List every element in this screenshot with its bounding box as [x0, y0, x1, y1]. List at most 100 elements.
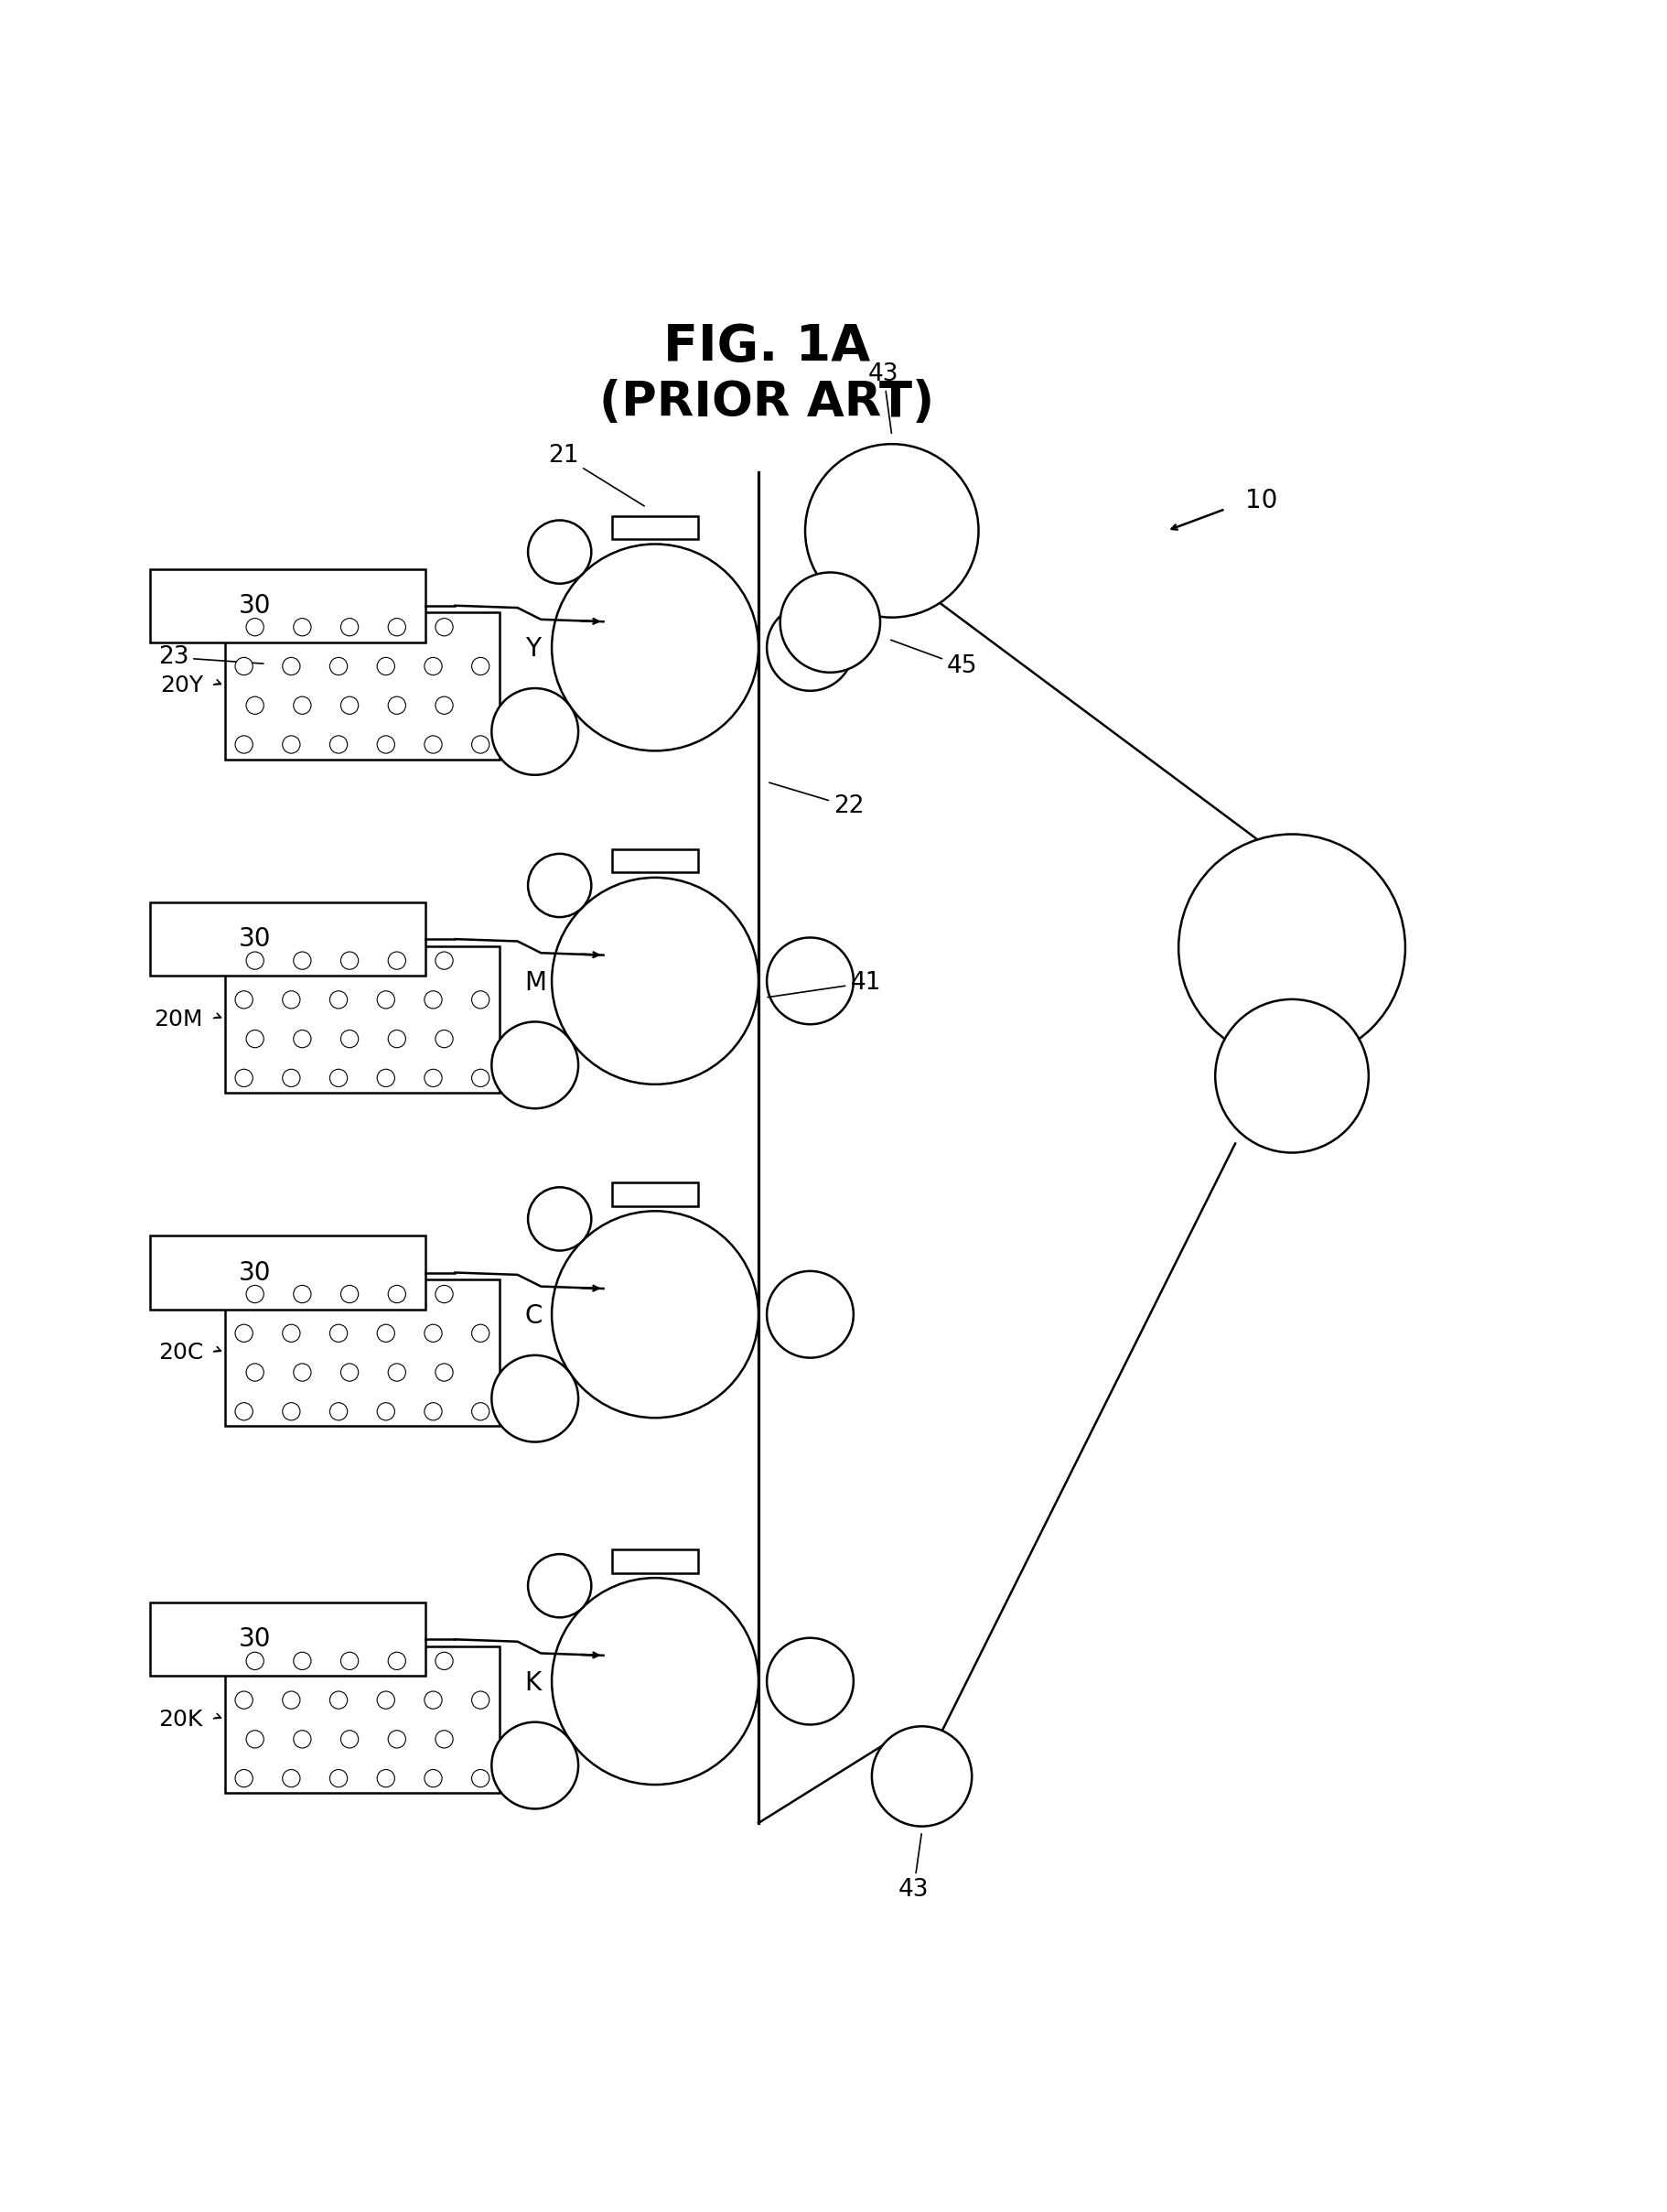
Circle shape: [330, 1770, 347, 1787]
Circle shape: [293, 1652, 312, 1670]
Circle shape: [293, 619, 312, 635]
Circle shape: [340, 697, 358, 714]
Text: (PRIOR ART): (PRIOR ART): [600, 378, 934, 427]
Text: 23: 23: [158, 646, 263, 670]
Circle shape: [377, 991, 395, 1009]
Circle shape: [388, 619, 405, 635]
Circle shape: [1179, 834, 1405, 1062]
Circle shape: [472, 657, 490, 675]
Circle shape: [247, 1031, 263, 1048]
Circle shape: [872, 1725, 972, 1827]
Circle shape: [552, 878, 758, 1084]
Circle shape: [293, 1363, 312, 1380]
Text: 30: 30: [238, 927, 270, 951]
Bar: [225, 1646, 500, 1794]
Circle shape: [377, 1402, 395, 1420]
Circle shape: [330, 1402, 347, 1420]
Text: 43: 43: [869, 363, 899, 434]
Circle shape: [293, 697, 312, 714]
Circle shape: [435, 951, 453, 969]
Text: 30: 30: [238, 1261, 270, 1285]
Text: 20K: 20K: [158, 1708, 203, 1730]
Circle shape: [293, 1031, 312, 1048]
Circle shape: [330, 1692, 347, 1710]
Circle shape: [235, 737, 253, 754]
Text: 30: 30: [238, 593, 270, 619]
Circle shape: [235, 1402, 253, 1420]
Circle shape: [377, 1770, 395, 1787]
Circle shape: [552, 1577, 758, 1785]
Bar: [150, 1237, 425, 1310]
Circle shape: [425, 1325, 442, 1343]
Circle shape: [330, 1068, 347, 1086]
Bar: [612, 515, 698, 540]
Circle shape: [247, 951, 263, 969]
Circle shape: [528, 1188, 592, 1250]
Bar: [150, 1604, 425, 1677]
Circle shape: [425, 737, 442, 754]
Circle shape: [377, 737, 395, 754]
Circle shape: [340, 1363, 358, 1380]
Text: 20Y: 20Y: [160, 675, 203, 697]
Circle shape: [528, 854, 592, 918]
Circle shape: [425, 1068, 442, 1086]
Circle shape: [435, 1363, 453, 1380]
Circle shape: [377, 1068, 395, 1086]
Circle shape: [767, 938, 854, 1024]
Text: FIG. 1A: FIG. 1A: [663, 323, 870, 372]
Circle shape: [425, 1402, 442, 1420]
Text: 20C: 20C: [158, 1343, 203, 1365]
Circle shape: [435, 1652, 453, 1670]
Circle shape: [388, 1652, 405, 1670]
Circle shape: [472, 1068, 490, 1086]
Circle shape: [472, 737, 490, 754]
Circle shape: [330, 991, 347, 1009]
Circle shape: [247, 1652, 263, 1670]
Circle shape: [340, 951, 358, 969]
Circle shape: [340, 1652, 358, 1670]
Text: 41: 41: [768, 971, 880, 998]
Circle shape: [435, 619, 453, 635]
Circle shape: [282, 1770, 300, 1787]
Bar: [225, 613, 500, 759]
Circle shape: [330, 1325, 347, 1343]
Circle shape: [472, 1402, 490, 1420]
Circle shape: [552, 1210, 758, 1418]
Text: C: C: [525, 1303, 542, 1329]
Circle shape: [235, 1325, 253, 1343]
Circle shape: [492, 1356, 578, 1442]
Circle shape: [293, 1730, 312, 1747]
Circle shape: [282, 991, 300, 1009]
Text: K: K: [525, 1670, 542, 1697]
Circle shape: [282, 1692, 300, 1710]
Bar: [612, 1183, 698, 1206]
Bar: [150, 568, 425, 641]
Text: 43: 43: [899, 1834, 929, 1902]
Circle shape: [235, 991, 253, 1009]
Circle shape: [247, 1285, 263, 1303]
Circle shape: [388, 1031, 405, 1048]
Circle shape: [492, 1723, 578, 1809]
Circle shape: [435, 1730, 453, 1747]
Bar: [612, 849, 698, 872]
Bar: [225, 947, 500, 1093]
Circle shape: [425, 991, 442, 1009]
Circle shape: [247, 619, 263, 635]
Circle shape: [425, 1770, 442, 1787]
Circle shape: [388, 697, 405, 714]
Circle shape: [435, 697, 453, 714]
Circle shape: [377, 1325, 395, 1343]
Circle shape: [767, 1272, 854, 1358]
Circle shape: [330, 657, 347, 675]
Circle shape: [767, 1637, 854, 1725]
Circle shape: [340, 1285, 358, 1303]
Bar: [225, 1279, 500, 1427]
Circle shape: [528, 1555, 592, 1617]
Text: Y: Y: [525, 637, 540, 661]
Circle shape: [235, 1692, 253, 1710]
Circle shape: [472, 991, 490, 1009]
Circle shape: [293, 1285, 312, 1303]
Circle shape: [492, 1022, 578, 1108]
Circle shape: [282, 1325, 300, 1343]
Circle shape: [388, 1285, 405, 1303]
